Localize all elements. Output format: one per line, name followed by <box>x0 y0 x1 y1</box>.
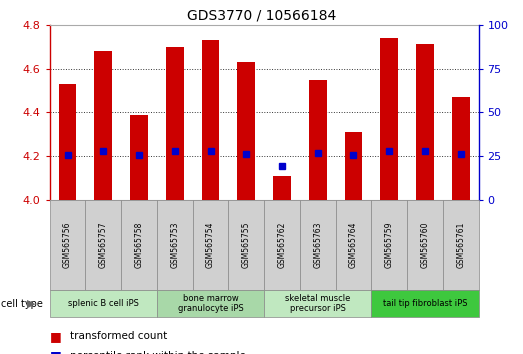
Text: GSM565762: GSM565762 <box>278 222 287 268</box>
Bar <box>309 80 327 200</box>
Bar <box>85 200 121 290</box>
Bar <box>229 200 264 290</box>
Text: bone marrow
granulocyte iPS: bone marrow granulocyte iPS <box>178 294 243 313</box>
Bar <box>94 51 112 200</box>
Text: GDS3770 / 10566184: GDS3770 / 10566184 <box>187 9 336 23</box>
Text: cell type: cell type <box>1 298 43 309</box>
Bar <box>192 200 229 290</box>
Bar <box>371 200 407 290</box>
Bar <box>336 200 371 290</box>
Bar <box>157 290 264 317</box>
Text: GSM565756: GSM565756 <box>63 222 72 268</box>
Bar <box>443 200 479 290</box>
Bar <box>273 176 291 200</box>
Bar <box>121 200 157 290</box>
Text: skeletal muscle
precursor iPS: skeletal muscle precursor iPS <box>285 294 350 313</box>
Text: GSM565759: GSM565759 <box>385 222 394 268</box>
Bar <box>50 290 157 317</box>
Text: GSM565760: GSM565760 <box>420 222 429 268</box>
Bar <box>416 45 434 200</box>
Bar <box>345 132 362 200</box>
Bar <box>201 40 220 200</box>
Bar <box>130 115 148 200</box>
Bar <box>59 84 76 200</box>
Text: ▶: ▶ <box>27 298 36 309</box>
Bar <box>157 200 192 290</box>
Text: transformed count: transformed count <box>70 331 167 341</box>
Text: percentile rank within the sample: percentile rank within the sample <box>70 351 245 354</box>
Text: ■: ■ <box>50 330 61 343</box>
Bar <box>300 200 336 290</box>
Text: splenic B cell iPS: splenic B cell iPS <box>68 299 139 308</box>
Bar <box>50 200 85 290</box>
Text: GSM565753: GSM565753 <box>170 222 179 268</box>
Bar <box>264 290 371 317</box>
Bar <box>166 47 184 200</box>
Text: GSM565754: GSM565754 <box>206 222 215 268</box>
Text: GSM565761: GSM565761 <box>456 222 465 268</box>
Text: ■: ■ <box>50 349 61 354</box>
Text: tail tip fibroblast iPS: tail tip fibroblast iPS <box>383 299 467 308</box>
Bar <box>407 200 443 290</box>
Text: GSM565764: GSM565764 <box>349 222 358 268</box>
Text: GSM565757: GSM565757 <box>99 222 108 268</box>
Bar <box>237 62 255 200</box>
Bar <box>264 200 300 290</box>
Text: GSM565755: GSM565755 <box>242 222 251 268</box>
Text: GSM565758: GSM565758 <box>134 222 143 268</box>
Bar <box>380 38 398 200</box>
Bar <box>452 97 470 200</box>
Text: GSM565763: GSM565763 <box>313 222 322 268</box>
Bar <box>371 290 479 317</box>
